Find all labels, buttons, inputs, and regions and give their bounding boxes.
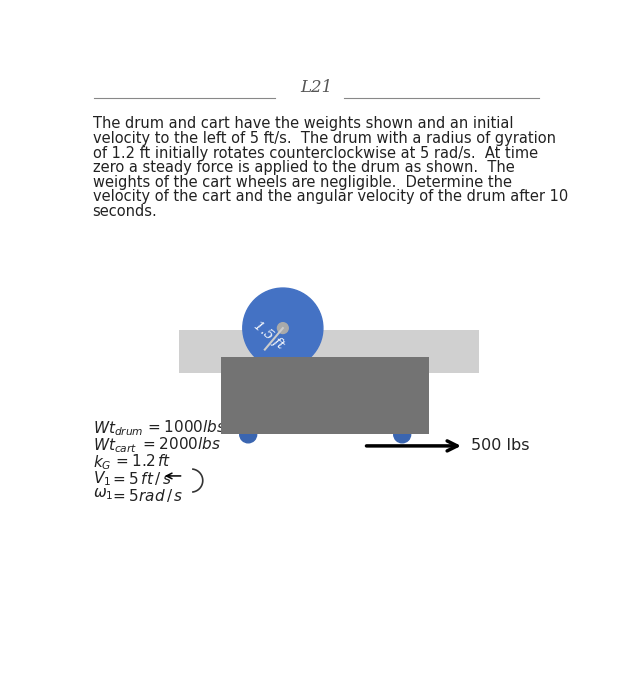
Circle shape [277, 323, 288, 333]
Text: $=1.2\,ft$: $=1.2\,ft$ [112, 453, 171, 469]
Text: velocity of the cart and the angular velocity of the drum after 10: velocity of the cart and the angular vel… [93, 190, 568, 204]
Text: $Wt_{drum}$: $Wt_{drum}$ [93, 419, 143, 438]
Text: $=2000lbs$: $=2000lbs$ [140, 436, 221, 452]
Text: L21: L21 [300, 79, 333, 97]
Circle shape [243, 288, 323, 368]
Bar [221, 357, 429, 434]
Text: zero a steady force is applied to the drum as shown.  The: zero a steady force is applied to the dr… [93, 160, 514, 175]
Text: $V_1$: $V_1$ [93, 470, 111, 489]
Text: The drum and cart have the weights shown and an initial: The drum and cart have the weights shown… [93, 116, 513, 132]
Text: weights of the cart wheels are negligible.  Determine the: weights of the cart wheels are negligibl… [93, 175, 512, 190]
Text: $=1000lbs$: $=1000lbs$ [145, 419, 226, 435]
Bar [221, 357, 429, 434]
Text: velocity to the left of 5 ft/s.  The drum with a radius of gyration: velocity to the left of 5 ft/s. The drum… [93, 131, 556, 146]
Text: $\omega_1$: $\omega_1$ [93, 486, 113, 503]
Text: 500 lbs: 500 lbs [472, 438, 530, 454]
Circle shape [240, 426, 256, 443]
Text: $=5rad\,/\,s$: $=5rad\,/\,s$ [109, 486, 183, 504]
Bar [179, 330, 479, 372]
Text: 1.5 ft: 1.5 ft [252, 319, 287, 352]
Text: $k_G$: $k_G$ [93, 453, 111, 472]
Text: seconds.: seconds. [93, 204, 158, 219]
Text: of 1.2 ft initially rotates counterclockwise at 5 rad/s.  At time: of 1.2 ft initially rotates counterclock… [93, 146, 538, 160]
Text: $Wt_{cart}$: $Wt_{cart}$ [93, 436, 137, 454]
Text: $=5\,ft\,/\,s$: $=5\,ft\,/\,s$ [109, 470, 172, 486]
Circle shape [394, 426, 411, 443]
